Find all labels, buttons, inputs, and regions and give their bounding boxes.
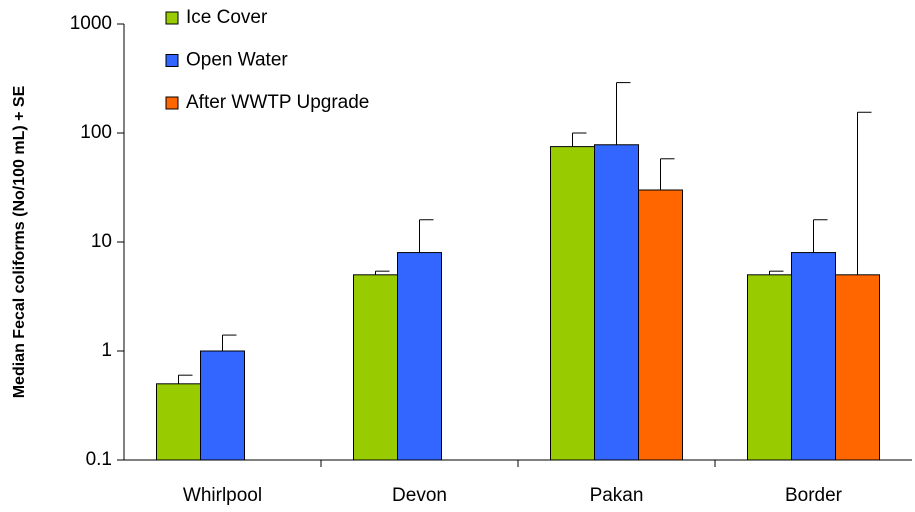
legend-swatch [165, 54, 179, 67]
bar [594, 144, 639, 461]
y-tick-label: 100 [80, 122, 112, 143]
bar [835, 274, 880, 461]
x-tick-label: Devon [392, 485, 447, 506]
bar [791, 252, 836, 461]
bar [353, 274, 398, 461]
legend-swatch [165, 11, 179, 25]
y-tick-label: 0.1 [86, 449, 112, 470]
legend-swatch [165, 96, 179, 110]
bar [550, 146, 595, 461]
x-tick-label: Pakan [590, 485, 644, 506]
y-tick-label: 10 [91, 231, 112, 252]
x-tick-label: Whirlpool [183, 485, 262, 506]
bar [156, 383, 201, 461]
y-tick-label: 1000 [70, 13, 112, 34]
legend-label: Open Water [186, 50, 288, 71]
bar [638, 189, 683, 461]
bar [200, 350, 245, 461]
y-axis-label: Median Fecal coliforms (No/100 mL) + SE [11, 85, 28, 398]
bar [397, 252, 442, 461]
bar [747, 274, 792, 461]
x-tick-label: Border [785, 485, 843, 506]
legend-label: Ice Cover [186, 7, 268, 28]
legend-label: After WWTP Upgrade [186, 92, 369, 113]
y-tick-label: 1 [101, 340, 112, 361]
